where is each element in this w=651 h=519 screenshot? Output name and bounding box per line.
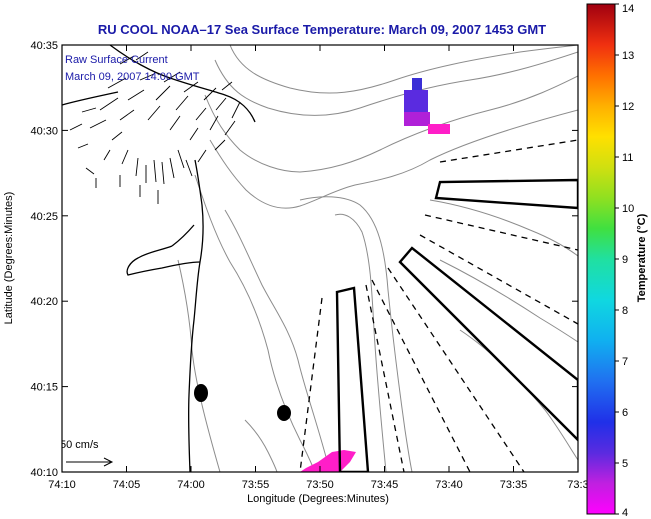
colorbar [586,3,616,515]
colorbar-tick-label: 5 [622,458,628,470]
shipping-lane-south [335,286,370,472]
colorbar-tick-label: 9 [622,254,628,266]
colorbar-tick-label: 12 [622,101,634,113]
coastline [62,45,256,472]
colorbar-tick-label: 14 [622,3,634,15]
colorbar-tick-label: 7 [622,356,628,368]
bathymetry-contours [177,45,578,472]
shipping-lane-east [434,178,578,210]
channel-dashed-lines [299,139,578,472]
x-tick-label: 73:3 [567,479,588,491]
x-tick-label: 74:00 [177,479,205,491]
colorbar-tick-label: 8 [622,305,628,317]
x-tick-label: 73:45 [371,479,399,491]
y-tick-label: 40:15 [30,382,58,394]
sst-patches [300,78,450,472]
x-tick-label: 74:05 [113,479,141,491]
x-axis-ticks: 74:10 74:05 74:00 73:55 73:50 73:45 73:40 73:35… [48,45,589,491]
station-marker-2 [277,405,291,421]
x-tick-label: 73:55 [242,479,270,491]
scale-label: 50 cm/s [60,439,99,451]
colorbar-tick-label: 13 [622,50,634,62]
shipping-lane-polygons [335,178,578,472]
x-axis-label: Longitude (Degrees:Minutes) [247,493,389,505]
sea-background [62,45,578,472]
overlay-label-line1: Raw Surface Current [65,54,168,66]
y-tick-label: 40:25 [30,211,58,223]
sst-patch-indigo [404,90,428,112]
sst-patch-magenta-south [300,450,356,472]
x-tick-label: 73:35 [500,479,528,491]
y-axis-label: Latitude (Degrees:Minutes) [3,192,15,325]
y-tick-label: 40:10 [30,467,58,479]
colorbar-ticks: 14 13 12 11 10 9 8 7 6 5 4 [615,3,634,519]
colorbar-tick-label: 11 [622,152,633,164]
sst-patch-purple [404,112,430,126]
x-tick-label: 73:50 [306,479,334,491]
colorbar-label: Temperature (°C) [636,213,648,302]
station-marker-1 [194,384,208,402]
x-tick-label: 74:10 [48,479,76,491]
sst-patch-blue [412,78,422,92]
sst-patch-magenta-north [428,124,450,134]
y-tick-label: 40:20 [30,296,58,308]
colorbar-tick-label: 4 [622,507,628,519]
current-vectors [69,51,241,204]
chart-title: RU COOL NOAA–17 Sea Surface Temperature:… [98,22,546,37]
y-tick-label: 40:35 [30,40,58,52]
scale-arrow-head [103,457,114,467]
y-axis-ticks: 40:35 40:30 40:25 40:20 40:15 40:10 [30,40,578,479]
shipping-lane-southeast [398,246,578,442]
y-tick-label: 40:30 [30,125,58,137]
x-tick-label: 73:40 [435,479,463,491]
colorbar-tick-label: 10 [622,203,634,215]
overlay-label-line2: March 09, 2007 14:00 GMT [65,71,200,83]
map-area: Raw Surface Current March 09, 2007 14:00… [60,45,578,472]
colorbar-tick-label: 6 [622,407,628,419]
